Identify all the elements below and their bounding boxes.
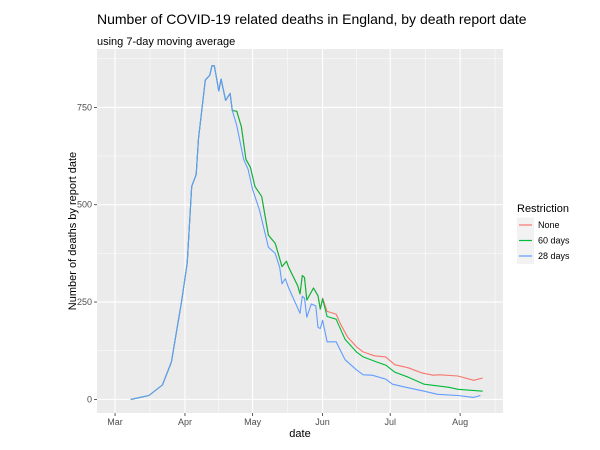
chart-title: Number of COVID-19 related deaths in Eng…	[97, 11, 527, 27]
y-tick-label: 750	[77, 102, 92, 112]
x-tick-label: Apr	[178, 417, 192, 427]
gridlines	[97, 49, 503, 413]
series-line-28-days	[130, 65, 481, 400]
y-tick-label: 0	[87, 394, 92, 404]
x-tick-label: Jun	[315, 417, 330, 427]
y-tick-label: 250	[77, 297, 92, 307]
chart-subtitle: using 7-day moving average	[97, 36, 235, 48]
y-tick-label: 500	[77, 200, 92, 210]
x-tick-label: May	[244, 417, 262, 427]
legend-title: Restriction	[517, 203, 569, 215]
legend-label: None	[538, 220, 560, 230]
y-axis-title: Number of deaths by report date	[67, 152, 79, 310]
x-tick-label: Jul	[384, 417, 396, 427]
plot-panel	[97, 49, 503, 413]
x-tick-label: Aug	[452, 417, 468, 427]
axis-ticks: 0 250 500 750 Mar Apr May Jun Jul Aug	[77, 102, 468, 427]
legend: None 60 days 28 days	[517, 217, 570, 264]
series-lines	[130, 65, 483, 400]
x-axis-title: date	[289, 428, 310, 440]
legend-label: 28 days	[538, 251, 570, 261]
legend-label: 60 days	[538, 236, 570, 246]
x-tick-label: Mar	[107, 417, 123, 427]
